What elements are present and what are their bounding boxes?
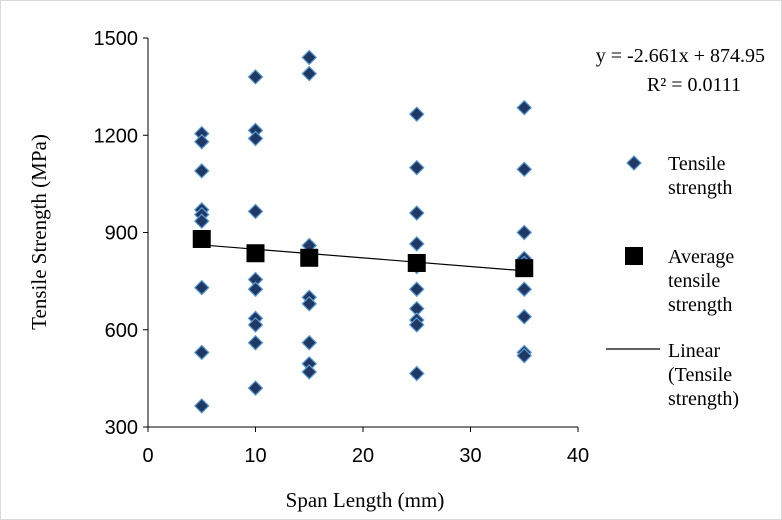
data-point-diamond	[193, 213, 210, 230]
data-point-diamond	[247, 69, 264, 85]
data-point-diamond	[408, 106, 425, 123]
x-tick-label: 40	[567, 445, 589, 467]
data-point-diamond	[193, 163, 210, 179]
data-point-square	[246, 244, 265, 263]
data-point-diamond	[247, 334, 264, 351]
data-point-diamond	[301, 295, 318, 312]
r-squared-label: R² = 0.0111	[647, 74, 741, 96]
x-tick-label: 20	[352, 445, 374, 467]
legend-diamond-marker	[626, 155, 642, 171]
data-point-diamond	[516, 161, 533, 178]
y-tick-label: 1200	[94, 125, 139, 147]
legend: TensilestrengthAveragetensilestrengthLin…	[606, 153, 739, 410]
y-axis-title: Tensile Strength (MPa)	[27, 134, 51, 330]
data-point-diamond	[193, 279, 210, 296]
y-tick-label: 1500	[94, 28, 139, 50]
legend-label: strength	[668, 177, 732, 199]
x-tick-labels: 0 10 20 30 40	[142, 427, 589, 467]
x-tick-label: 30	[459, 445, 481, 467]
data-point-square	[192, 229, 211, 248]
legend-label: (Tensile	[668, 364, 732, 386]
average-tensile-strength-series	[192, 229, 534, 278]
legend-label: strength)	[668, 388, 739, 410]
data-point-diamond	[247, 130, 264, 147]
data-point-diamond	[301, 49, 318, 66]
data-point-diamond	[408, 317, 425, 333]
y-tick-label: 900	[105, 223, 138, 245]
data-point-diamond	[516, 308, 533, 325]
data-point-diamond	[247, 380, 264, 396]
data-point-diamond	[247, 317, 264, 333]
x-tick-label: 10	[244, 445, 266, 467]
data-point-diamond	[193, 398, 210, 414]
legend-label: Linear	[668, 340, 721, 362]
data-point-diamond	[408, 159, 425, 176]
data-point-diamond	[301, 65, 318, 82]
data-point-diamond	[247, 203, 264, 220]
data-point-diamond	[193, 344, 210, 361]
data-point-diamond	[408, 235, 425, 252]
y-tick-labels: 300 600 900 1200 1500	[94, 28, 148, 439]
data-point-diamond	[301, 364, 318, 380]
y-tick-label: 600	[105, 320, 138, 342]
y-tick-label: 300	[105, 417, 138, 439]
legend-label: Tensile	[668, 153, 726, 175]
data-point-diamond	[516, 281, 533, 298]
data-point-diamond	[408, 365, 425, 382]
data-point-diamond	[516, 224, 533, 241]
data-point-diamond	[247, 281, 264, 298]
trendline-equation: y = -2.661x + 874.95	[596, 45, 765, 67]
legend-label: tensile	[668, 270, 720, 292]
data-point-diamond	[408, 205, 425, 221]
legend-label: Average	[668, 246, 734, 268]
legend-square-marker	[625, 247, 643, 265]
legend-label: strength	[668, 294, 732, 316]
x-axis-title: Span Length (mm)	[286, 488, 445, 512]
data-point-diamond	[516, 347, 533, 364]
data-point-diamond	[193, 133, 210, 150]
x-tick-label: 0	[142, 445, 153, 467]
data-point-diamond	[516, 99, 533, 116]
data-point-square	[515, 259, 534, 278]
data-point-diamond	[408, 281, 425, 298]
data-point-diamond	[301, 334, 318, 351]
data-point-square	[300, 248, 319, 267]
data-point-square	[407, 253, 426, 272]
